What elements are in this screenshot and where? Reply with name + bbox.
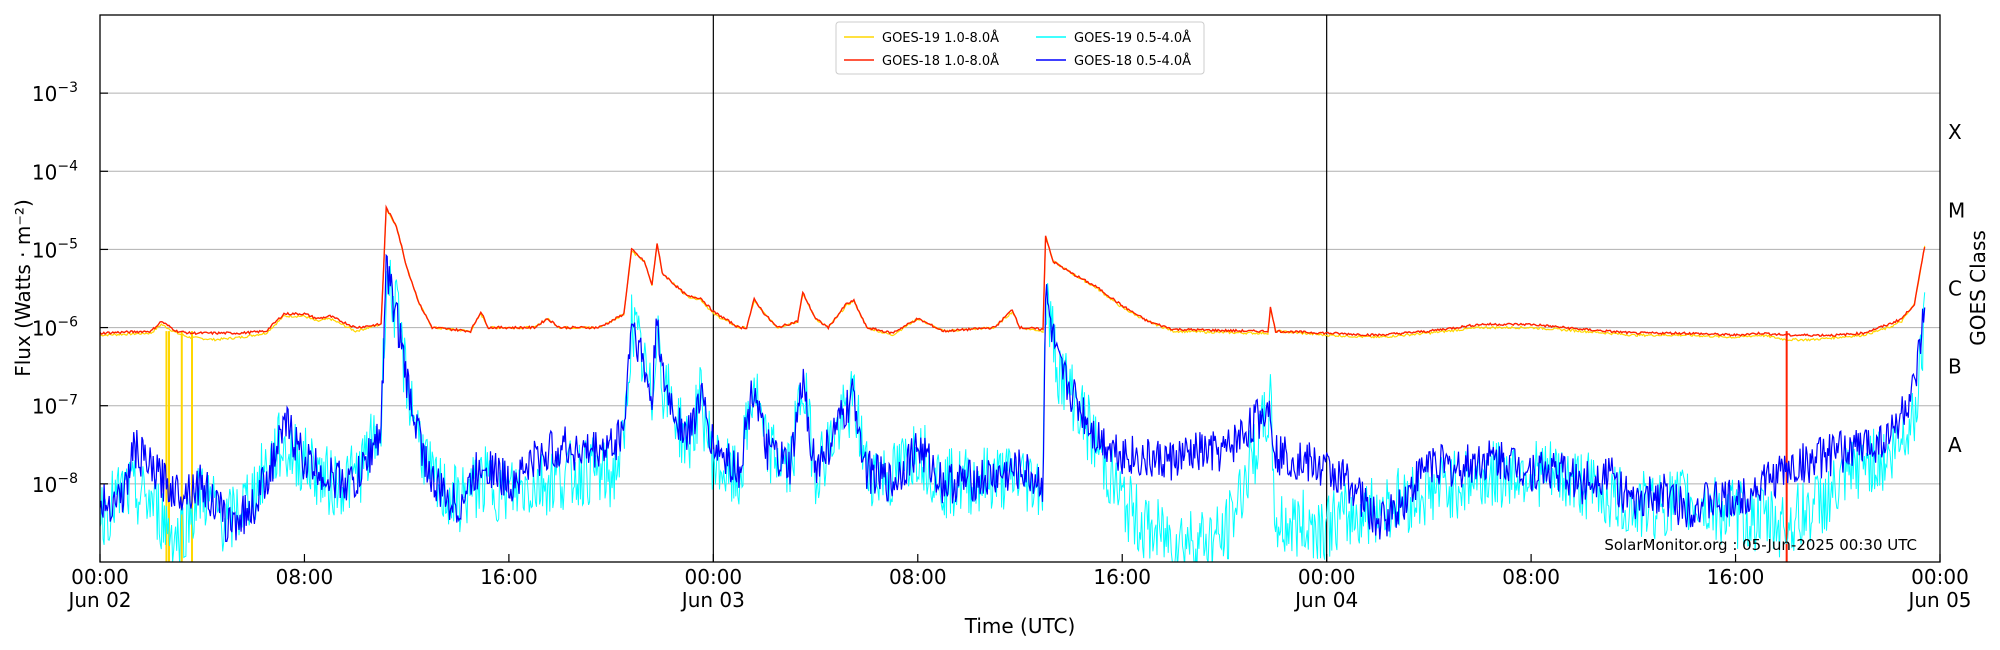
- goes-class-label: B: [1948, 355, 1962, 379]
- grid-lines: [100, 92, 1940, 485]
- x-tick-time-label: 08:00: [889, 565, 947, 589]
- x-tick-date-label: Jun 04: [1293, 588, 1358, 612]
- legend-label-goes19-short: GOES-19 0.5-4.0Å: [1074, 30, 1191, 46]
- credit-text: SolarMonitor.org : 05-Jun-2025 00:30 UTC: [1604, 536, 1917, 554]
- legend-label-goes18-long: GOES-18 1.0-8.0Å: [882, 53, 999, 69]
- x-tick-date-label: Jun 02: [66, 588, 131, 612]
- y-tick-label: 10−6: [32, 315, 78, 341]
- series-line-3: [100, 259, 1926, 562]
- series-lines: [100, 204, 1926, 562]
- plot-frame: [99, 14, 1941, 563]
- y-tick-label: 10−3: [32, 80, 78, 106]
- y-tick-label: 10−8: [32, 471, 78, 497]
- x-tick-time-label: 00:00: [685, 565, 743, 589]
- x-tick-date-label: Jun 05: [1906, 588, 1971, 612]
- x-tick-time-label: 16:00: [1707, 565, 1765, 589]
- y-tick-label: 10−5: [32, 236, 78, 262]
- y-axis-title: Flux (Watts · m⁻²): [11, 199, 35, 377]
- x-tick-time-label: 16:00: [480, 565, 538, 589]
- x-tick-time-label: 08:00: [276, 565, 334, 589]
- goes-class-label: X: [1948, 120, 1962, 144]
- series-line-2: [100, 204, 1926, 337]
- y2-axis-title: GOES Class: [1966, 230, 1990, 346]
- goes-class-label: M: [1948, 198, 1965, 222]
- x-tick-time-label: 00:00: [1911, 565, 1969, 589]
- y-tick-label: 10−4: [32, 158, 78, 184]
- x-tick-date-label: Jun 03: [680, 588, 745, 612]
- x-axis-title: Time (UTC): [964, 614, 1076, 638]
- y-tick-label: 10−7: [32, 393, 78, 419]
- x-tick-time-label: 00:00: [71, 565, 129, 589]
- goes-class-label: A: [1948, 433, 1962, 457]
- x-tick-time-label: 00:00: [1298, 565, 1356, 589]
- legend-label-goes18-short: GOES-18 0.5-4.0Å: [1074, 53, 1191, 69]
- y-ticks: 10−3 10−4 10−5 10−6 10−7 10−8: [32, 80, 108, 497]
- day-boundary-lines: [712, 15, 1328, 562]
- x-tick-time-label: 16:00: [1093, 565, 1151, 589]
- series-line-1: [100, 208, 1926, 342]
- legend-frame: [835, 21, 1205, 75]
- x-tick-time-label: 08:00: [1502, 565, 1560, 589]
- legend-label-goes19-long: GOES-19 1.0-8.0Å: [882, 30, 999, 46]
- legend: GOES-19 1.0-8.0Å GOES-18 1.0-8.0Å GOES-1…: [835, 21, 1205, 75]
- goes-class-labels: X M C B A: [1948, 120, 1965, 457]
- series-line-4: [100, 253, 1926, 542]
- goes-class-label: C: [1948, 277, 1962, 301]
